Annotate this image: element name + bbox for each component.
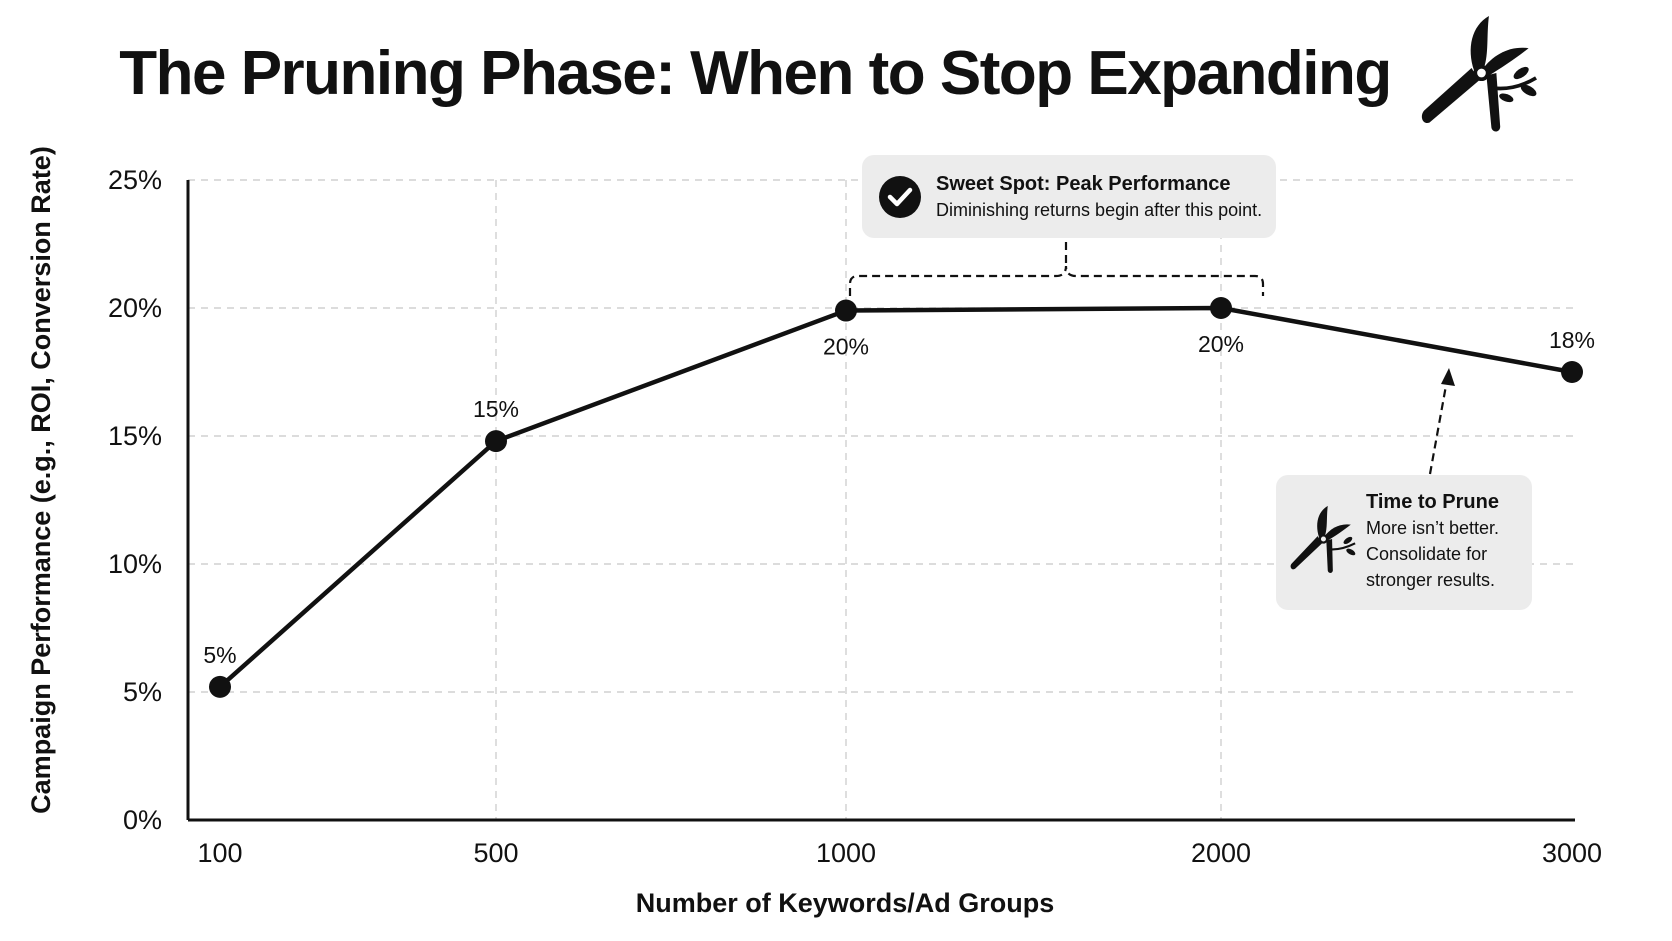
data-point	[485, 430, 507, 453]
bracket-path	[848, 265, 1265, 296]
y-tick-label: 25%	[108, 165, 162, 195]
time-to-prune-line-3: stronger results.	[1366, 570, 1496, 590]
data-label: 15%	[473, 396, 519, 422]
y-tick-label: 0%	[123, 805, 162, 835]
x-tick-label: 2000	[1191, 838, 1251, 868]
sweet-spot-callout: Sweet Spot: Peak Performance Diminishing…	[862, 155, 1276, 238]
x-tick-label: 1000	[816, 838, 876, 868]
time-to-prune-title: Time to Prune	[1366, 491, 1499, 513]
chart-title-text: The Pruning Phase: When to Stop Expandin…	[119, 38, 1392, 108]
x-tick-label: 500	[473, 838, 518, 868]
sweet-spot-title: Sweet Spot: Peak Performance	[936, 172, 1231, 195]
y-tick-label: 20%	[108, 293, 162, 323]
pruning-shears-icon	[1290, 505, 1356, 573]
time-to-prune-callout: Time to Prune More isn’t better. Consoli…	[1276, 475, 1532, 610]
x-axis-title: Number of Keywords/Ad Groups	[636, 888, 1055, 918]
time-to-prune-line-2: Consolidate for	[1366, 544, 1488, 564]
x-tick-label: 3000	[1542, 838, 1602, 868]
sweet-spot-text: Diminishing returns begin after this poi…	[936, 199, 1263, 220]
pruning-shears-icon	[1421, 15, 1537, 132]
check-circle-icon	[879, 175, 921, 218]
arrow-head	[1441, 368, 1455, 386]
chart-title: The Pruning Phase: When to Stop Expandin…	[119, 15, 1537, 132]
data-label: 5%	[203, 642, 236, 668]
prune-arrow	[1428, 368, 1455, 475]
data-label: 20%	[823, 334, 869, 360]
data-point	[1561, 361, 1583, 383]
data-label: 20%	[1198, 331, 1244, 357]
y-tick-label: 15%	[108, 421, 162, 451]
data-point	[1210, 297, 1232, 319]
y-tick-label: 10%	[108, 549, 162, 579]
data-label: 18%	[1549, 327, 1595, 353]
arrow-line	[1428, 379, 1449, 475]
x-tick-label: 100	[197, 838, 242, 868]
data-point	[835, 299, 857, 322]
time-to-prune-line-1: More isn’t better.	[1366, 518, 1500, 538]
data-point	[209, 675, 231, 698]
sweet-spot-bracket	[848, 242, 1265, 296]
y-tick-label: 5%	[123, 677, 162, 707]
y-axis-title: Campaign Performance (e.g., ROI, Convers…	[26, 146, 56, 814]
